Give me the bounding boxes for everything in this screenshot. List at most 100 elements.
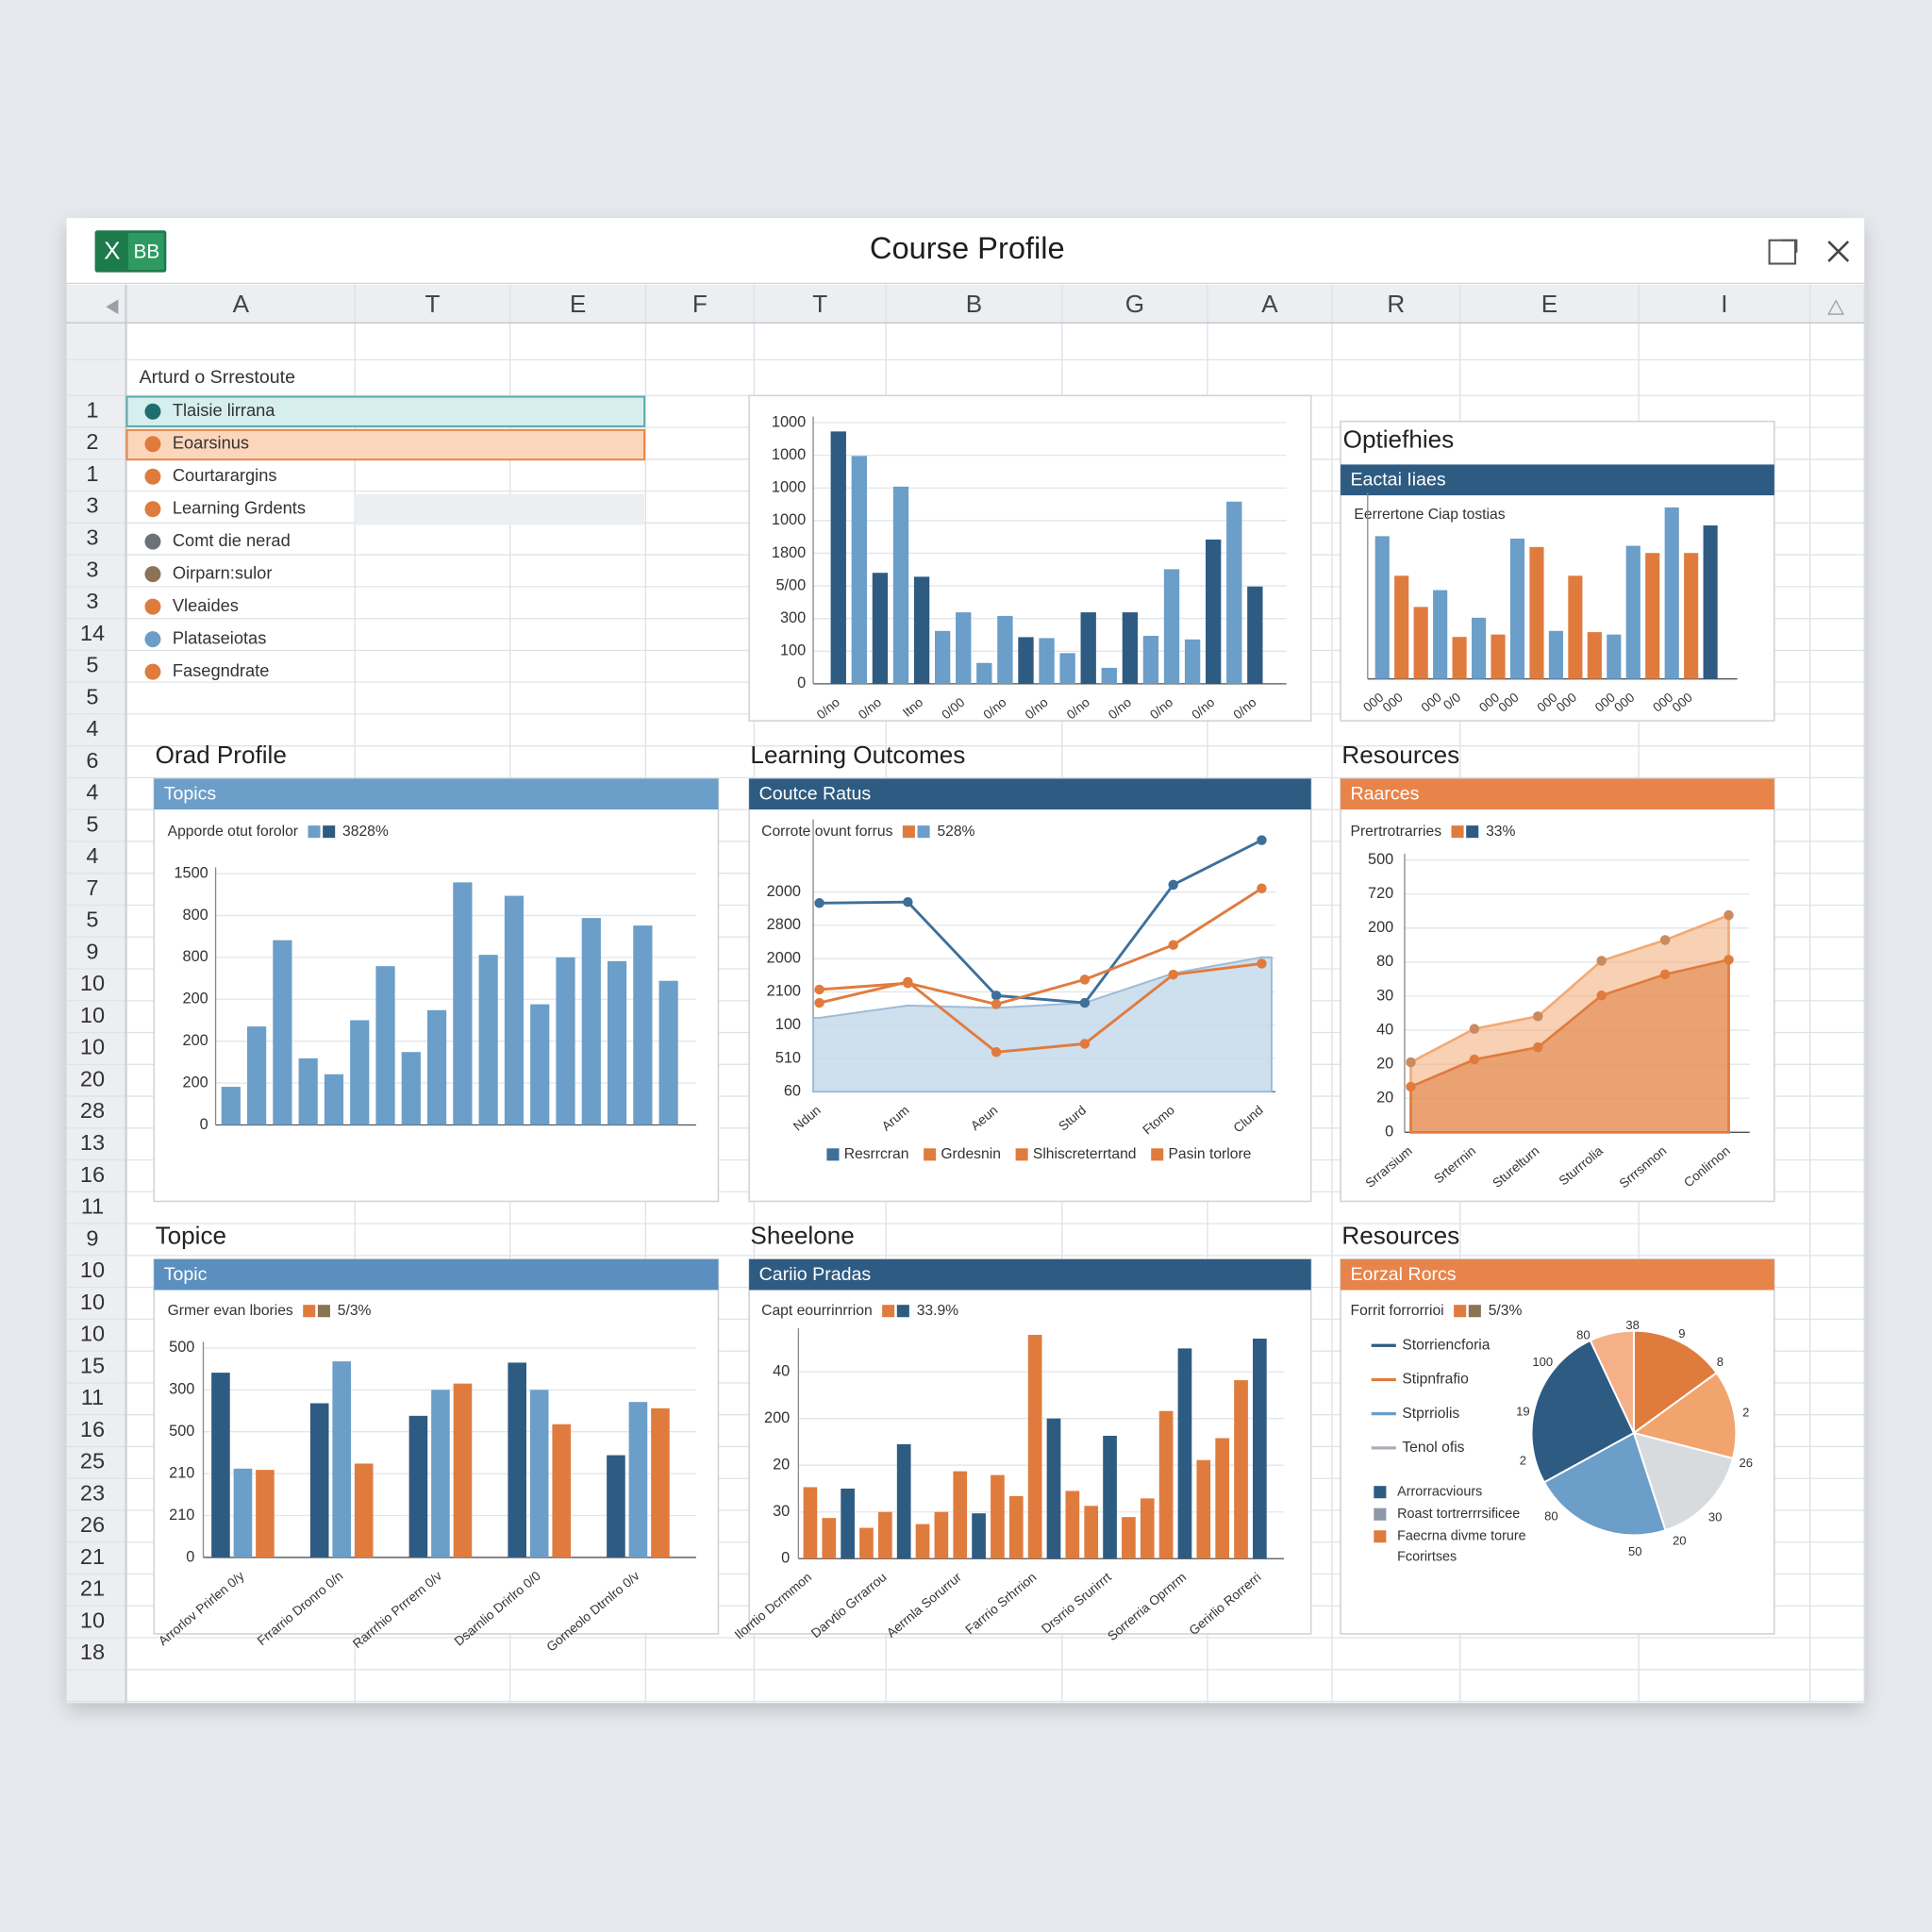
row-header: 3 [86,493,98,518]
bar [408,1415,428,1557]
legend-swatch [917,825,930,839]
column-header: T [425,290,440,318]
pie-outer-label: 2 [1742,1406,1749,1420]
bar [581,918,601,1125]
app-icon-sheet [127,232,164,271]
row-header: 10 [80,1322,105,1346]
bar [1177,1348,1192,1559]
bar [375,966,395,1125]
legend-label: Tenol ofis [1402,1440,1464,1456]
row-header: 25 [80,1449,105,1474]
bar [530,1004,550,1125]
column-header: T [812,290,827,318]
outline-dot [144,631,161,648]
bar [478,955,498,1125]
legend-swatch [1374,1507,1387,1521]
bar [453,882,473,1125]
app-icon-text: BB [133,241,159,262]
legend-swatch [902,825,915,839]
chart-header-text: Eactai Iiaes [1351,470,1446,491]
chart-header-text: Raarces [1351,784,1420,805]
point [1406,1081,1416,1092]
column-header: B [966,290,982,318]
point [1596,956,1607,966]
legend-swatch [924,1148,937,1161]
outline-dot [144,663,161,680]
outline-dot [144,533,161,550]
outline-item: Courtarargins [173,465,277,485]
point [1596,991,1607,1001]
restore-button[interactable] [1768,239,1798,265]
row-header: 4 [86,716,98,741]
outline-item: Comt die nerad [173,530,291,550]
select-all[interactable] [106,299,119,315]
point [814,997,824,1008]
row-header: 5 [86,684,98,708]
row-header: 1 [86,461,98,486]
sheet-content: A T E F T B G A R E I12133331455464547591010102028… [80,290,1775,1664]
outline-dot [144,436,161,453]
pie-outer-label: 26 [1740,1456,1754,1470]
point [903,976,913,988]
bar [211,1373,230,1557]
pie-slice [1632,1431,1735,1532]
y-tick-label: 210 [169,1507,194,1524]
bar [1703,525,1718,679]
row-header: 18 [80,1640,105,1664]
bar [1625,545,1641,679]
chart-title: Optiefhies [1343,425,1455,453]
bar [1607,634,1622,679]
bar [273,940,292,1125]
row-header: 10 [80,1035,105,1059]
bar [1039,638,1055,684]
point [1533,1011,1543,1022]
bar [309,1403,329,1557]
point [991,1047,1002,1058]
bar [1587,632,1602,679]
row-header: 10 [80,1290,105,1314]
row-header: 15 [80,1353,105,1377]
chart-header [749,1258,1311,1291]
bar [997,615,1013,684]
legend-value: 33% [1486,824,1515,840]
outline-dot [144,501,161,518]
chart-header [154,1258,719,1291]
chart-title: Learning Outcomes [750,741,965,769]
bar [1645,553,1660,679]
y-tick-label: 20 [1376,1090,1393,1107]
row-header: 11 [81,1385,104,1409]
point [1406,1057,1416,1068]
bar [431,1390,450,1557]
bar [633,925,653,1125]
pie-slice [1631,1371,1738,1460]
outline-item: Fasegndrate [173,660,270,680]
line [819,839,1263,1005]
pie-outer-label: 8 [1717,1355,1724,1369]
y-tick-label: 500 [169,1339,194,1356]
outline-heading: Arturd o Srrestoute [140,367,296,388]
pie-slice [1542,1431,1667,1537]
column-header: R [1387,290,1405,318]
bar [1548,630,1563,679]
scroll-up[interactable] [1827,299,1845,315]
legend-label: Resrrcran [844,1146,909,1162]
row-header: 1 [86,397,98,422]
legend-swatch [1454,1305,1467,1318]
row-header: 4 [86,843,98,868]
y-tick-label: 800 [183,948,208,965]
bar [529,1390,549,1557]
y-tick-label: 210 [169,1464,194,1481]
y-tick-label: 1000 [772,413,806,430]
point [1257,883,1267,893]
legend-label: Stipnfrafio [1402,1372,1469,1388]
row-header: 11 [81,1194,104,1219]
point [1659,935,1671,945]
y-tick-label: 2000 [767,949,801,966]
legend-swatch [1015,1148,1028,1161]
y-tick-label: 500 [169,1423,194,1440]
bar [350,1020,370,1125]
bar [1018,637,1034,684]
bar [913,576,930,684]
close-button[interactable] [1827,241,1850,262]
